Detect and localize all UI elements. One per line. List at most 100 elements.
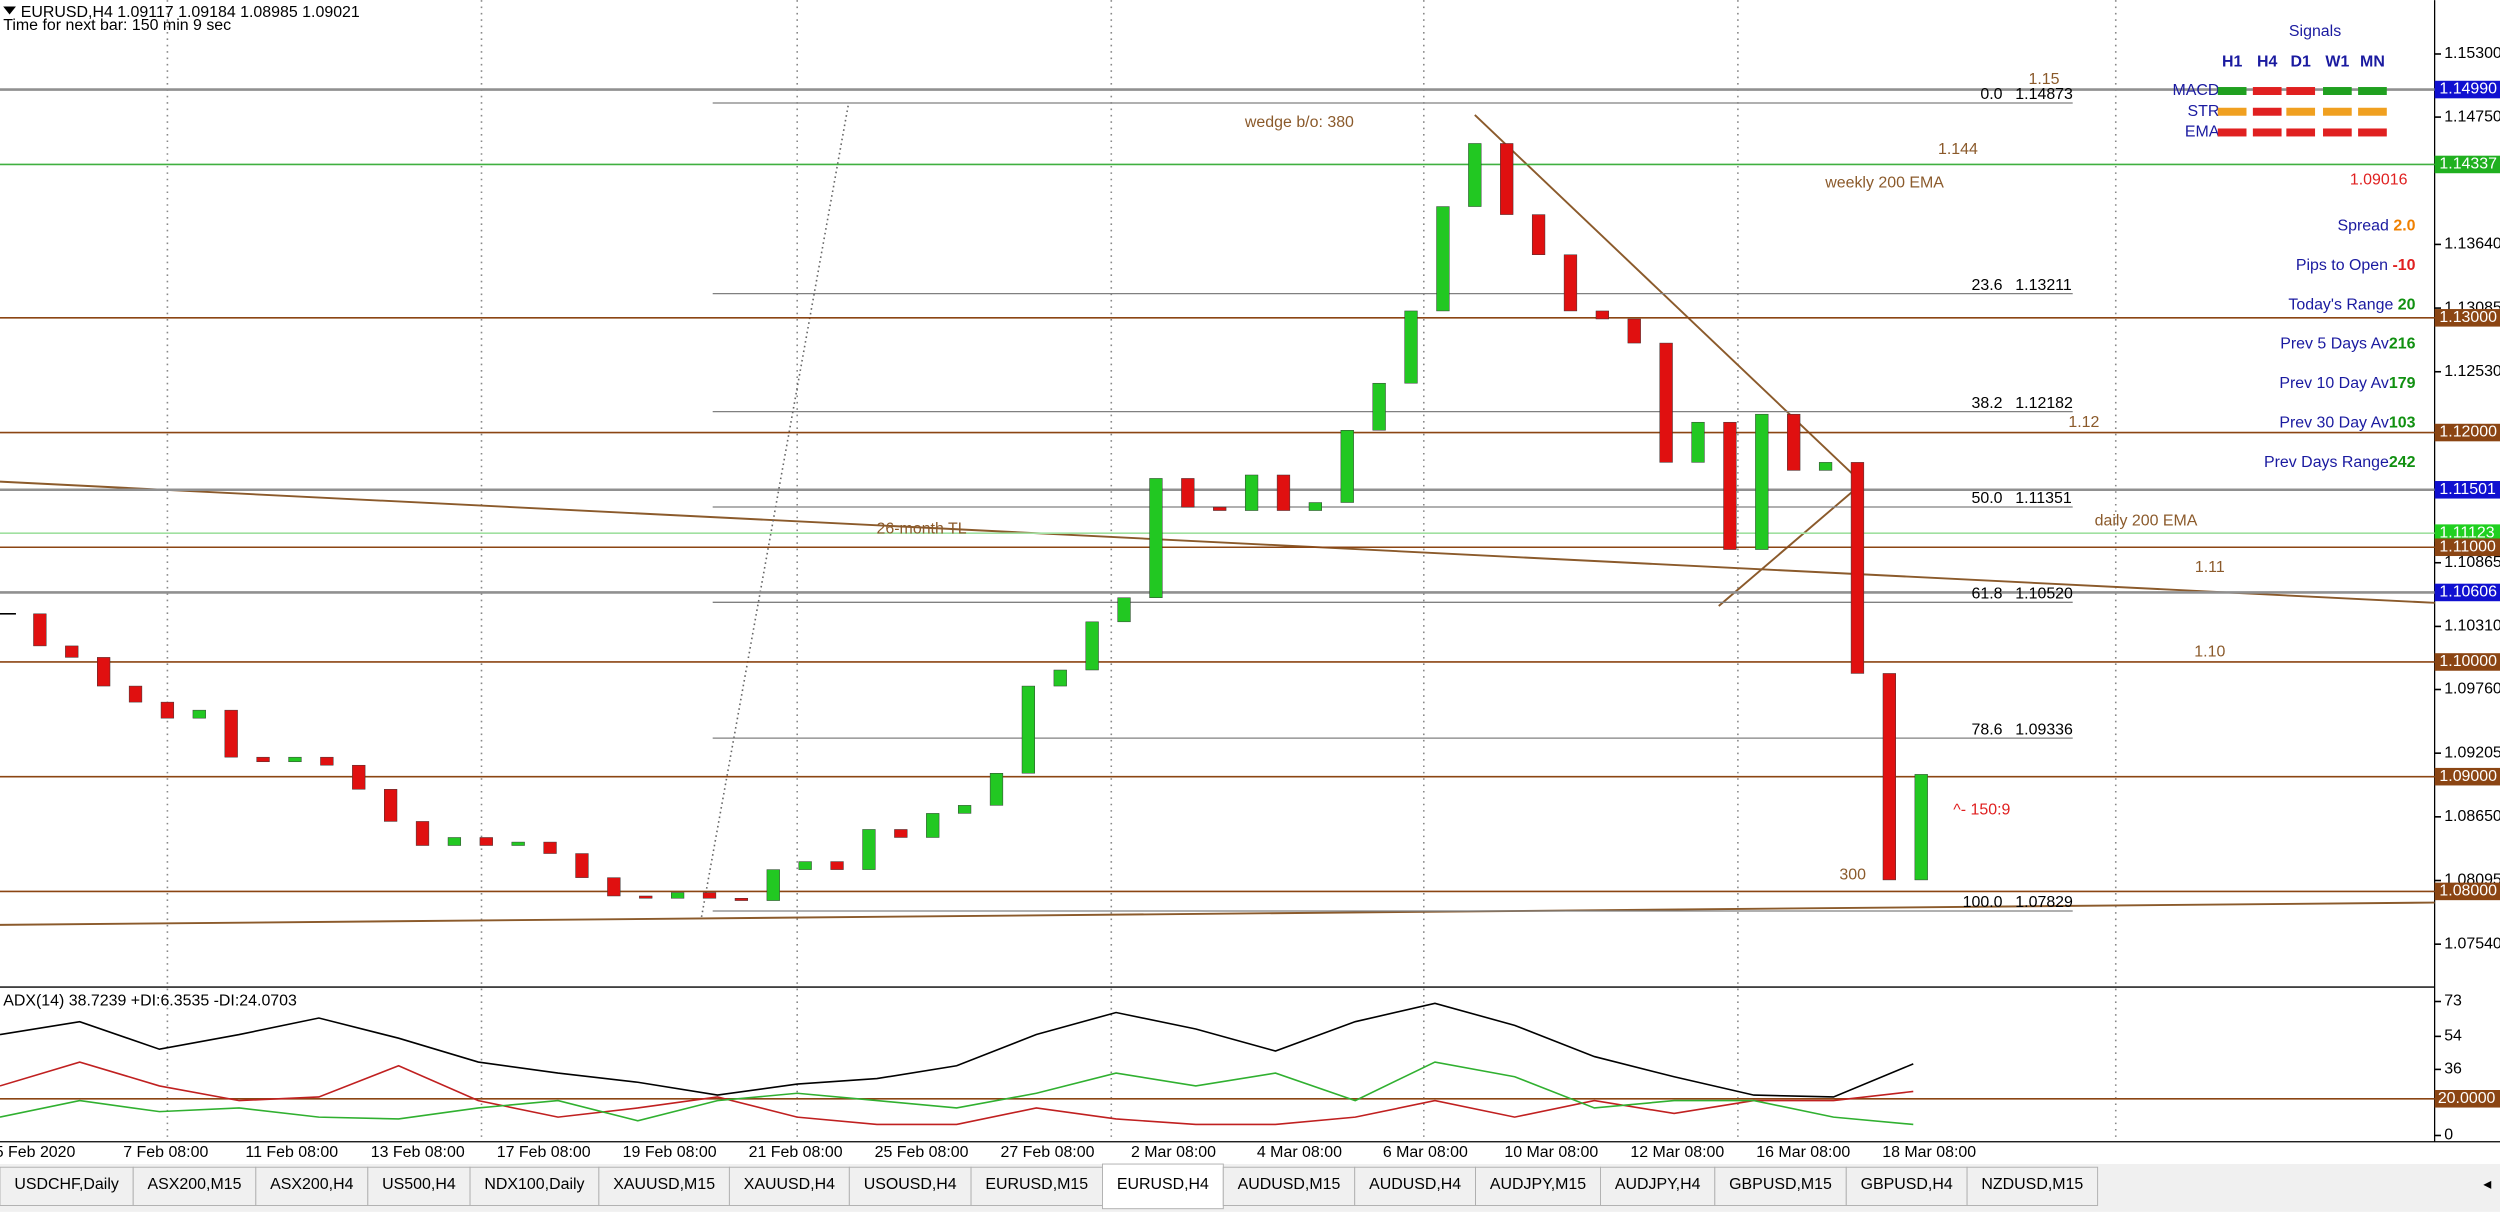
tab[interactable]: XAUUSD,H4 [728,1166,850,1206]
signal-cell [2323,87,2352,95]
adx-line [0,1061,1914,1126]
adx-tick-label: 20.0000 [2438,1090,2496,1107]
candle [288,756,302,763]
stat-label: Prev Days Range [2264,454,2389,471]
x-tick-label: 21 Feb 08:00 [749,1144,843,1161]
trend-lines [0,105,2435,926]
candle [957,805,972,814]
candle [1436,206,1450,312]
candle [97,657,111,687]
tab-label[interactable]: NDX100,Daily [484,1176,584,1193]
price-tick-label: 1.13640 [2444,236,2500,253]
signal-cell [2217,107,2247,116]
level-tag [2434,653,2500,671]
level-tag [2434,583,2500,602]
annotation: weekly 200 EMA [1824,175,1944,192]
tab-label[interactable]: AUDUSD,M15 [1238,1176,1341,1193]
signal-cell [2252,107,2282,116]
tab-label[interactable]: ASX200,H4 [270,1176,353,1193]
candle [926,813,940,838]
tab-label[interactable]: AUDJPY,M15 [1490,1176,1586,1193]
x-tick-label: 5 Feb 2020 [0,1144,76,1161]
tab[interactable]: GBPUSD,M15 [1714,1166,1847,1206]
tab-label[interactable]: GBPUSD,M15 [1729,1176,1832,1193]
candle [1787,413,1801,471]
price-tick-label: 1.07540 [2444,935,2500,952]
tab-label[interactable]: AUDJPY,H4 [1615,1176,1701,1193]
candle [575,853,589,878]
candle [1659,342,1673,463]
bid-price: 1.09016 [2350,172,2408,189]
fib-level: 0.0 [1980,86,2002,103]
tab[interactable]: US500,H4 [367,1166,471,1206]
candle [352,764,366,790]
tab-label[interactable]: XAUUSD,M15 [613,1176,715,1193]
tab-label[interactable]: USDCHF,Daily [14,1176,119,1193]
tab[interactable]: NDX100,Daily [469,1166,600,1206]
tab[interactable]: USDCHF,Daily [0,1166,134,1206]
tab-label[interactable]: EURUSD,M15 [985,1176,1088,1193]
tab-label[interactable]: XAUUSD,H4 [744,1176,835,1193]
signal-column: H1 [2222,54,2243,71]
tab-label[interactable]: ASX200,M15 [148,1176,242,1193]
candle [192,709,206,719]
candle [1021,685,1035,774]
tab[interactable]: AUDJPY,M15 [1475,1166,1601,1206]
stat-label: Prev 10 Day Av [2279,375,2389,392]
stat: Prev 5 Days Av216 [2280,336,2415,353]
candle [1500,143,1514,215]
level-tag [2434,524,2500,542]
signal-column: W1 [2325,54,2349,71]
tab[interactable]: EURUSD,M15 [970,1166,1103,1206]
level-tag [2434,538,2500,557]
candles [0,143,1928,901]
candle [670,892,685,899]
tab-label[interactable]: GBPUSD,H4 [1861,1176,1953,1193]
stat-label: Spread [2338,218,2394,235]
candle [543,841,557,854]
candle [256,756,270,763]
price-tick-label: 1.14750 [2444,108,2500,125]
symbol-line: EURUSD,H4 1.09117 1.09184 1.08985 1.0902… [21,4,360,21]
tab[interactable]: XAUUSD,M15 [598,1166,730,1206]
signal-row: EMA [2185,124,2220,141]
x-tick-label: 7 Feb 08:00 [123,1144,208,1161]
stat-label: Today's Range [2288,297,2397,314]
candle [639,895,653,899]
tab[interactable]: ASX200,H4 [255,1166,369,1206]
candle [1308,502,1322,511]
tab-label[interactable]: AUDUSD,H4 [1369,1176,1461,1193]
signal-column: H4 [2257,54,2278,71]
tab-box [1475,1166,1601,1206]
tab-label[interactable]: EURUSD,H4 [1117,1176,1209,1193]
annotation: 1.11 [2195,559,2225,576]
level-label: 1.14337 [2439,156,2497,173]
level-label: 1.12000 [2439,424,2497,441]
x-tick-label: 10 Mar 08:00 [1504,1144,1598,1161]
level-tag [2434,767,2500,786]
candle [798,861,812,870]
stat-value: -10 [2392,257,2415,274]
tab[interactable]: AUDUSD,H4 [1354,1166,1477,1206]
signal-cell [2286,87,2316,95]
tab[interactable]: NZDUSD,M15 [1966,1166,2099,1206]
tab-box [1966,1166,2099,1206]
tab-label[interactable]: US500,H4 [382,1176,456,1193]
tab-box [367,1166,471,1206]
tab[interactable]: ASX200,M15 [132,1166,257,1206]
tab[interactable]: EURUSD,H4 [1101,1163,1224,1210]
tab-box [1354,1166,1477,1206]
tab-label[interactable]: USOUSD,H4 [864,1176,957,1193]
tab[interactable]: AUDJPY,H4 [1600,1166,1716,1206]
candle [1117,597,1131,623]
tab-label[interactable]: NZDUSD,M15 [1981,1176,2083,1193]
price-tick-label: 1.10310 [2444,618,2500,635]
x-tick-label: 27 Feb 08:00 [1001,1144,1095,1161]
tab-scroll[interactable]: ◂ [2483,1176,2491,1193]
tab[interactable]: AUDUSD,M15 [1222,1166,1356,1206]
tab[interactable]: USOUSD,H4 [848,1166,972,1206]
candle [1723,421,1737,550]
candle [320,756,334,766]
candle [1627,318,1641,344]
tab[interactable]: GBPUSD,H4 [1845,1166,1968,1206]
